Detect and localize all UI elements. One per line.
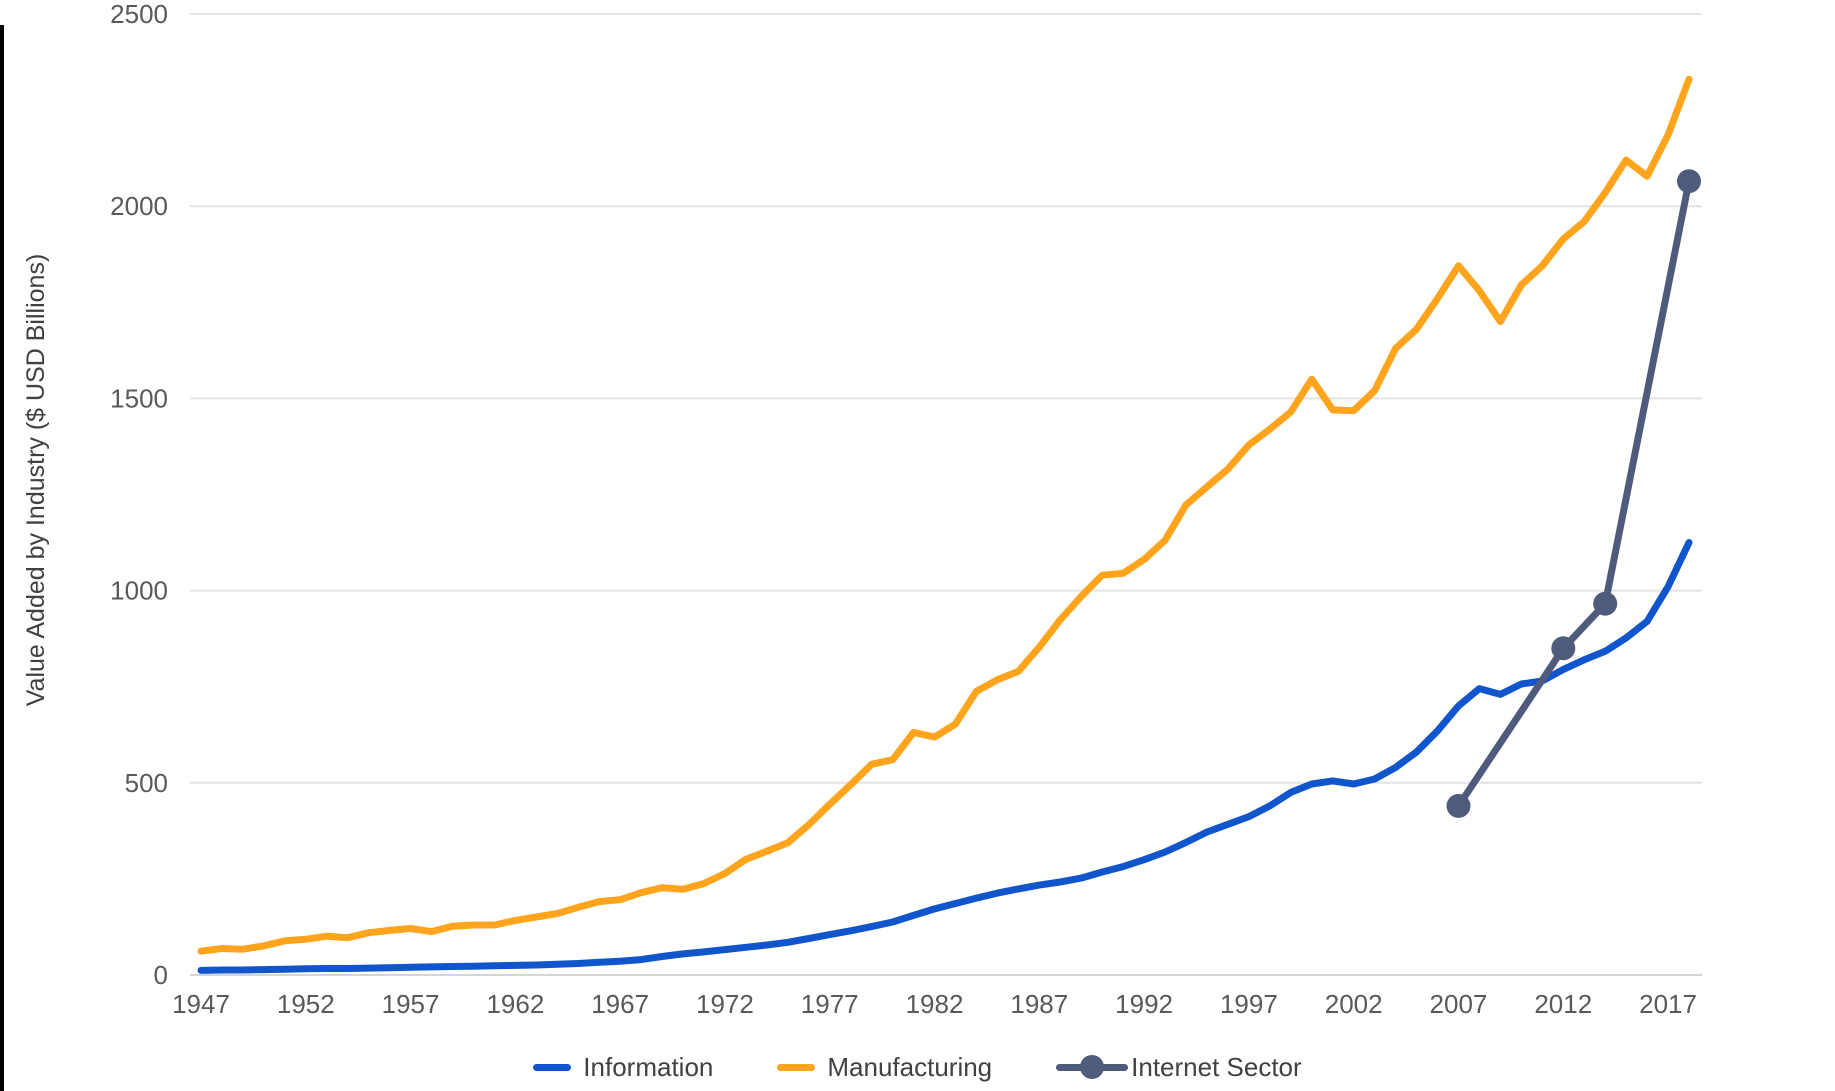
y-tick-label: 0: [154, 960, 168, 990]
legend-item-information: Information: [533, 1052, 713, 1083]
x-tick-label: 1982: [906, 989, 964, 1019]
legend-label-information: Information: [583, 1051, 714, 1082]
internet-sector-dot-icon: [1080, 1055, 1105, 1079]
gridlines: [190, 13, 1702, 976]
window-edge-bar: [0, 25, 4, 1091]
internet-sector-point: [1593, 591, 1618, 616]
x-tick-label: 1992: [1115, 989, 1173, 1019]
x-tick-label: 1957: [382, 989, 440, 1019]
internet-sector-point: [1446, 793, 1471, 818]
series-line-internet-sector: [1455, 177, 1693, 810]
y-tick-label: 2000: [110, 191, 168, 221]
x-tick-label: 1972: [696, 989, 754, 1019]
x-tick-label: 2002: [1325, 989, 1383, 1019]
series-lines: [197, 75, 1701, 974]
legend-item-manufacturing: Manufacturing: [777, 1052, 992, 1083]
y-axis-title: Value Added by Industry ($ USD Billions): [22, 254, 50, 707]
x-tick-label: 2007: [1430, 989, 1488, 1019]
x-tick-label: 1962: [486, 989, 544, 1019]
y-tick-label: 500: [125, 768, 168, 798]
x-tick-label: 2012: [1534, 989, 1592, 1019]
y-tick-label: 2500: [110, 0, 168, 29]
x-tick-labels: 1947 1952 1957 1962 1967 1972 1977 1982 1987 1992…: [172, 989, 1697, 1019]
x-tick-label: 1987: [1010, 989, 1068, 1019]
internet-sector-line-marker-swatch-icon: [1056, 1055, 1129, 1079]
x-tick-label: 1952: [277, 989, 335, 1019]
series-line-information: [197, 539, 1693, 974]
y-tick-label: 1000: [110, 576, 168, 606]
manufacturing-line-swatch-icon: [777, 1063, 816, 1071]
legend-item-internet-sector: Internet Sector: [1056, 1052, 1302, 1083]
x-tick-label: 1977: [801, 989, 859, 1019]
information-line-swatch-icon: [533, 1063, 572, 1071]
x-tick-label: 2017: [1639, 989, 1697, 1019]
chart-legend: Information Manufacturing Internet Secto…: [0, 1048, 1835, 1086]
x-tick-label: 1997: [1220, 989, 1278, 1019]
internet-sector-point: [1677, 169, 1701, 194]
legend-label-manufacturing: Manufacturing: [827, 1051, 993, 1082]
x-tick-label: 1967: [591, 989, 649, 1019]
internet-sector-point: [1551, 636, 1576, 661]
legend-label-internet-sector: Internet Sector: [1131, 1051, 1302, 1082]
y-tick-labels: 0 500 1000 1500 2000 2500: [110, 0, 168, 990]
series-line-manufacturing: [197, 75, 1693, 955]
x-tick-label: 1947: [172, 989, 230, 1019]
y-tick-label: 1500: [110, 383, 168, 413]
